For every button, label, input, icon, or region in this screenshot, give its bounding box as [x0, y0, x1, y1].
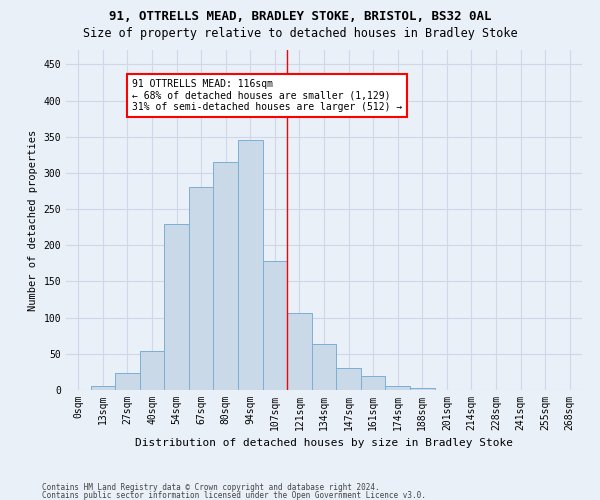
- Text: 91, OTTRELLS MEAD, BRADLEY STOKE, BRISTOL, BS32 0AL: 91, OTTRELLS MEAD, BRADLEY STOKE, BRISTO…: [109, 10, 491, 23]
- Bar: [115, 374, 140, 390]
- Text: 91 OTTRELLS MEAD: 116sqm
← 68% of detached houses are smaller (1,129)
31% of sem: 91 OTTRELLS MEAD: 116sqm ← 68% of detach…: [133, 79, 403, 112]
- Bar: [91, 386, 115, 390]
- Bar: [189, 188, 214, 390]
- Bar: [238, 140, 263, 390]
- Text: Size of property relative to detached houses in Bradley Stoke: Size of property relative to detached ho…: [83, 28, 517, 40]
- Y-axis label: Number of detached properties: Number of detached properties: [28, 130, 38, 310]
- Bar: [312, 344, 336, 390]
- Bar: [287, 312, 312, 390]
- Bar: [336, 368, 361, 390]
- Bar: [263, 261, 287, 390]
- Bar: [361, 376, 385, 390]
- Bar: [410, 388, 434, 390]
- Text: Contains public sector information licensed under the Open Government Licence v3: Contains public sector information licen…: [42, 491, 426, 500]
- Bar: [164, 224, 189, 390]
- Bar: [140, 351, 164, 390]
- X-axis label: Distribution of detached houses by size in Bradley Stoke: Distribution of detached houses by size …: [135, 438, 513, 448]
- Bar: [214, 162, 238, 390]
- Text: Contains HM Land Registry data © Crown copyright and database right 2024.: Contains HM Land Registry data © Crown c…: [42, 484, 380, 492]
- Bar: [385, 386, 410, 390]
